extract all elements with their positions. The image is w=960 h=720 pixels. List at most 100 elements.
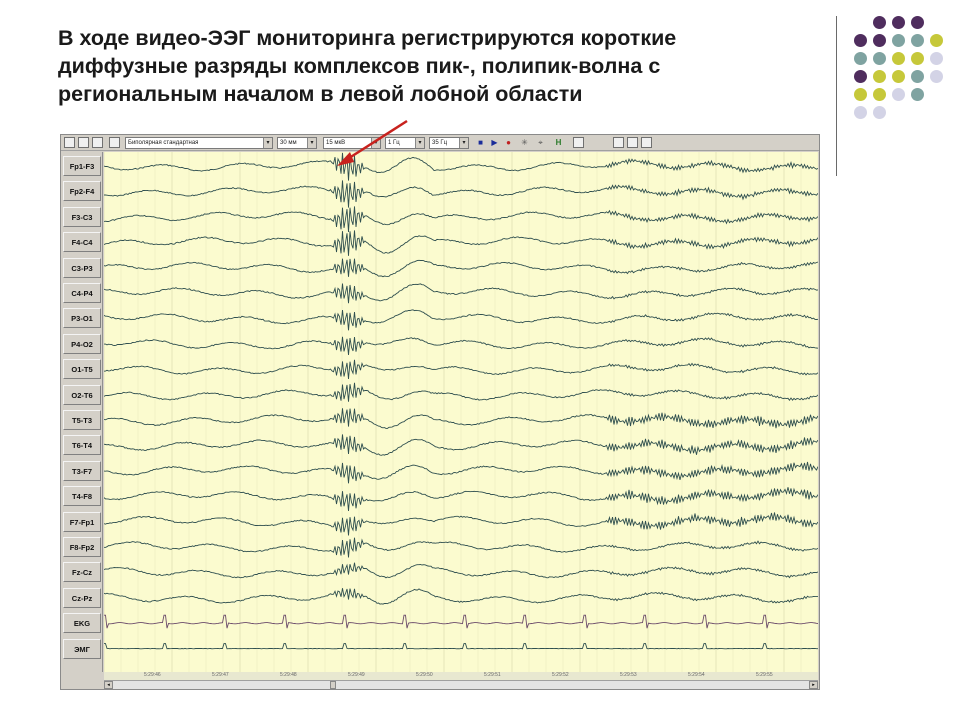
scroll-left-icon[interactable]: ◂ — [104, 681, 113, 689]
channel-label[interactable]: P3-O1 — [63, 308, 101, 329]
eeg-trace — [104, 206, 818, 233]
scrollbar-thumb[interactable] — [330, 681, 336, 689]
eeg-trace — [104, 382, 818, 402]
eeg-trace — [104, 309, 818, 331]
channel-label[interactable]: C3-P3 — [63, 257, 101, 278]
decorative-dot — [892, 52, 905, 65]
eeg-toolbar: Биполярная стандартная ▾ 30 мм ▾ 15 мкВ ▾ 1… — [61, 135, 819, 151]
decorative-dot — [873, 106, 886, 119]
eeg-traces — [104, 152, 818, 672]
channel-label[interactable]: O1-T5 — [63, 359, 101, 380]
time-label: 5:29:52 — [552, 672, 569, 678]
sensitivity-select[interactable]: 15 мкВ ▾ — [323, 137, 381, 149]
low-filter-select[interactable]: 1 Гц ▾ — [385, 137, 425, 149]
eeg-trace — [104, 537, 818, 558]
channel-label[interactable]: T6-T4 — [63, 435, 101, 456]
slide-title: В ходе видео-ЭЭГ мониторинга регистрирую… — [58, 24, 818, 108]
save-icon[interactable] — [92, 137, 103, 148]
decorative-dot — [930, 52, 943, 65]
high-filter-value: 35 Гц — [432, 140, 448, 146]
eeg-trace — [104, 512, 818, 536]
decorative-dot — [892, 70, 905, 83]
record-button[interactable]: ● — [506, 138, 511, 147]
channel-label[interactable]: Fp1-F3 — [63, 156, 101, 176]
decorative-dot — [854, 52, 867, 65]
decorative-dot — [854, 88, 867, 101]
channel-label[interactable]: T5-T3 — [63, 410, 101, 430]
eeg-trace — [104, 359, 818, 380]
channel-label[interactable]: F4-C4 — [63, 232, 101, 253]
channel-label[interactable]: T3-F7 — [63, 460, 101, 481]
decorative-divider — [836, 16, 837, 176]
tool-icon[interactable] — [613, 137, 624, 148]
decorative-dot — [873, 34, 886, 47]
channel-label[interactable]: ЭМГ — [63, 638, 101, 659]
eeg-trace — [104, 562, 818, 579]
channel-label[interactable]: T4-F8 — [63, 486, 101, 507]
tool-icon[interactable] — [641, 137, 652, 148]
time-label: 5:29:50 — [416, 672, 433, 678]
decorative-dot — [930, 70, 943, 83]
channel-label[interactable]: C4-P4 — [63, 283, 101, 303]
chevron-down-icon: ▾ — [459, 138, 468, 148]
decorative-dot — [911, 88, 924, 101]
channel-label[interactable]: P4-O2 — [63, 333, 101, 354]
eeg-trace — [104, 614, 818, 629]
title-line-3: региональным началом в левой лобной обла… — [58, 82, 583, 106]
play-button[interactable]: ▶ — [491, 138, 498, 147]
speed-select[interactable]: 30 мм ▾ — [277, 137, 317, 149]
channel-label[interactable]: F8-Fp2 — [63, 537, 101, 557]
stop-button[interactable]: ■ — [478, 138, 483, 147]
time-label: 5:29:47 — [212, 672, 229, 678]
channel-label[interactable]: Fz-Cz — [63, 562, 101, 583]
hz-icon[interactable]: H — [555, 138, 562, 147]
high-filter-select[interactable]: 35 Гц ▾ — [429, 137, 469, 149]
decorative-dot — [873, 70, 886, 83]
settings-icon[interactable]: ✳ — [521, 138, 528, 147]
montage-select[interactable]: Биполярная стандартная ▾ — [125, 137, 273, 149]
scroll-right-icon[interactable]: ▸ — [809, 681, 818, 689]
horizontal-scrollbar[interactable]: ◂ ▸ — [104, 680, 818, 689]
chevron-down-icon: ▾ — [371, 138, 380, 148]
open-folder-icon[interactable] — [78, 137, 89, 148]
marker-icon[interactable]: ⌖ — [538, 138, 543, 147]
channel-label-column: Fp1-F3 Fp2-F4 F3-C3 F4-C4 C3-P3 C4-P4 P3-O1 P4-… — [61, 152, 103, 672]
time-label: 5:29:46 — [144, 672, 161, 678]
channel-label[interactable]: EKG — [63, 613, 101, 634]
print-icon[interactable] — [109, 137, 120, 148]
decorative-dot-grid — [852, 14, 952, 154]
time-label: 5:29:53 — [620, 672, 637, 678]
decorative-dot — [854, 106, 867, 119]
low-filter-value: 1 Гц — [388, 140, 400, 146]
decorative-dot — [911, 52, 924, 65]
eeg-viewer-window: Биполярная стандартная ▾ 30 мм ▾ 15 мкВ ▾ 1… — [60, 134, 820, 690]
eeg-trace — [104, 461, 818, 484]
eeg-trace — [104, 434, 818, 456]
decorative-dot — [911, 16, 924, 29]
tool-icon[interactable] — [573, 137, 584, 148]
channel-label[interactable]: Cz-Pz — [63, 587, 101, 608]
chevron-down-icon: ▾ — [307, 138, 316, 148]
decorative-dot — [892, 88, 905, 101]
channel-label[interactable]: F7-Fp1 — [63, 511, 101, 532]
title-line-2: диффузные разряды комплексов пик-, полип… — [58, 54, 661, 78]
eeg-trace — [104, 643, 818, 650]
decorative-dot — [873, 52, 886, 65]
eeg-trace — [104, 408, 818, 429]
eeg-trace — [104, 588, 818, 605]
chevron-down-icon: ▾ — [263, 138, 272, 148]
time-label: 5:29:49 — [348, 672, 365, 678]
decorative-dot — [911, 34, 924, 47]
eeg-trace-area — [104, 152, 818, 672]
channel-label[interactable]: F3-C3 — [63, 206, 101, 227]
channel-label[interactable]: Fp2-F4 — [63, 181, 101, 202]
speed-value: 30 мм — [280, 140, 297, 146]
tool-icon[interactable] — [627, 137, 638, 148]
sensitivity-value: 15 мкВ — [326, 140, 346, 146]
decorative-dot — [873, 88, 886, 101]
new-file-icon[interactable] — [64, 137, 75, 148]
montage-value: Биполярная стандартная — [128, 140, 199, 146]
time-label: 5:29:55 — [756, 672, 773, 678]
eeg-trace — [104, 283, 818, 304]
channel-label[interactable]: O2-T6 — [63, 384, 101, 405]
